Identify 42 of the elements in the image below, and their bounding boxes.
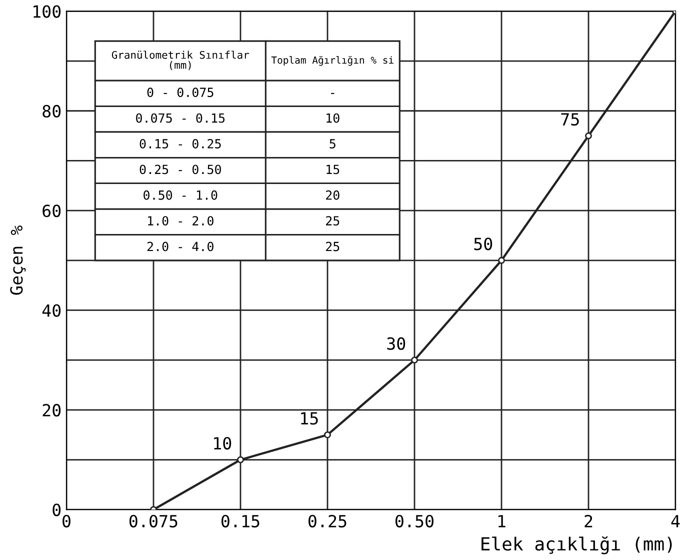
point: [498, 256, 505, 264]
annotation: 5: [330, 139, 336, 148]
annotation: 0.50 - 1.0: [144, 190, 218, 200]
data-label: 10: [214, 436, 232, 450]
annotation: 0.075 - 0.15: [136, 113, 225, 123]
data-label: 75: [561, 113, 579, 126]
y-tick-label: 80: [42, 104, 61, 118]
y-axis-title: Geçen %: [10, 226, 26, 295]
annotation: 0.25 - 0.50: [140, 164, 221, 174]
annotation: 20: [326, 190, 340, 200]
annotation: 0.15 - 0.25: [140, 139, 221, 148]
y-tick-label: 100: [34, 5, 61, 18]
point: [324, 431, 331, 438]
x-tick-label: 4: [671, 515, 680, 528]
point: [411, 356, 418, 364]
annotation: 25: [326, 216, 340, 226]
annotation: 1.0 - 2.0: [148, 216, 214, 226]
annotation: -: [331, 92, 334, 94]
x-tick-label: 0.075: [130, 514, 178, 528]
x-axis-title: Elek açıklığı (mm): [482, 536, 672, 554]
x-tick-label: 0: [62, 514, 70, 528]
x-tick-label: 2: [584, 514, 592, 528]
y-tick-label: 0: [52, 504, 61, 516]
data-label: 30: [387, 337, 406, 350]
y-tick-label: 20: [42, 404, 61, 417]
annotation: 25: [326, 242, 340, 252]
annotation: Granülometrik Sınıflar (mm): [112, 50, 249, 70]
annotation: 10: [326, 113, 340, 123]
data-label: 50: [474, 238, 492, 250]
annotation: 0 - 0.075: [147, 88, 214, 98]
annotation: 15: [326, 164, 340, 174]
x-tick-label: 0.25: [308, 514, 346, 528]
annotation: Toplam Ağırlığın % si: [271, 56, 394, 66]
x-tick-label: 0.50: [396, 514, 434, 528]
y-tick-label: 40: [42, 304, 61, 317]
x-tick-label: 0.15: [222, 514, 260, 528]
data-label: 15: [301, 412, 318, 425]
point: [585, 132, 592, 140]
point: [237, 456, 244, 464]
annotation: 2.0 - 4.0: [147, 242, 214, 252]
x-tick-label: 1: [498, 515, 506, 528]
y-tick-label: 60: [42, 204, 61, 218]
